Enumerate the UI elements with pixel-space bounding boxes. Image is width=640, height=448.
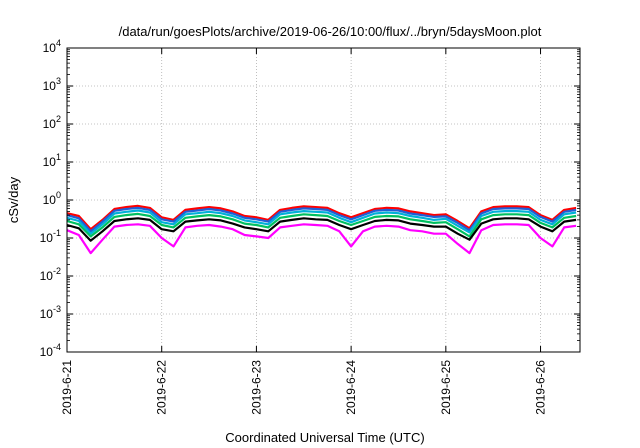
y-axis: 10-4 10-3 10-2 10-1 100 101 102 103 104 bbox=[40, 38, 580, 359]
x-tick-label: 2019-6-22 bbox=[155, 360, 169, 415]
y-axis-label: cSv/day bbox=[6, 176, 21, 223]
y-tick-label: 103 bbox=[43, 76, 61, 93]
series-group bbox=[66, 204, 577, 255]
x-tick-label: 2019-6-21 bbox=[60, 360, 74, 415]
y-tick-label: 100 bbox=[43, 190, 61, 207]
gridlines bbox=[67, 48, 580, 352]
x-tick-label: 2019-6-25 bbox=[439, 360, 453, 415]
x-axis-label: Coordinated Universal Time (UTC) bbox=[225, 430, 424, 445]
y-tick-label: 101 bbox=[43, 152, 61, 169]
y-tick-label: 10-1 bbox=[40, 228, 61, 245]
y-tick-label: 10-3 bbox=[40, 304, 61, 321]
chart-title: /data/run/goesPlots/archive/2019-06-26/1… bbox=[119, 24, 542, 39]
series-line bbox=[66, 204, 577, 231]
x-tick-label: 2019-6-26 bbox=[534, 360, 548, 415]
x-tick-label: 2019-6-23 bbox=[249, 360, 263, 415]
plot-frame bbox=[66, 47, 581, 353]
series-line bbox=[66, 223, 577, 255]
series-line bbox=[66, 209, 577, 235]
series-line bbox=[66, 212, 577, 238]
x-tick-label: 2019-6-24 bbox=[344, 360, 358, 415]
y-tick-label: 10-4 bbox=[40, 342, 61, 359]
y-tick-label: 104 bbox=[43, 38, 61, 55]
x-axis: 2019-6-21 2019-6-22 2019-6-23 2019-6-24 2019… bbox=[60, 48, 548, 415]
y-tick-label: 10-2 bbox=[40, 266, 61, 283]
y-tick-label: 102 bbox=[43, 114, 61, 131]
series-line bbox=[66, 217, 577, 242]
series-line bbox=[66, 206, 577, 233]
